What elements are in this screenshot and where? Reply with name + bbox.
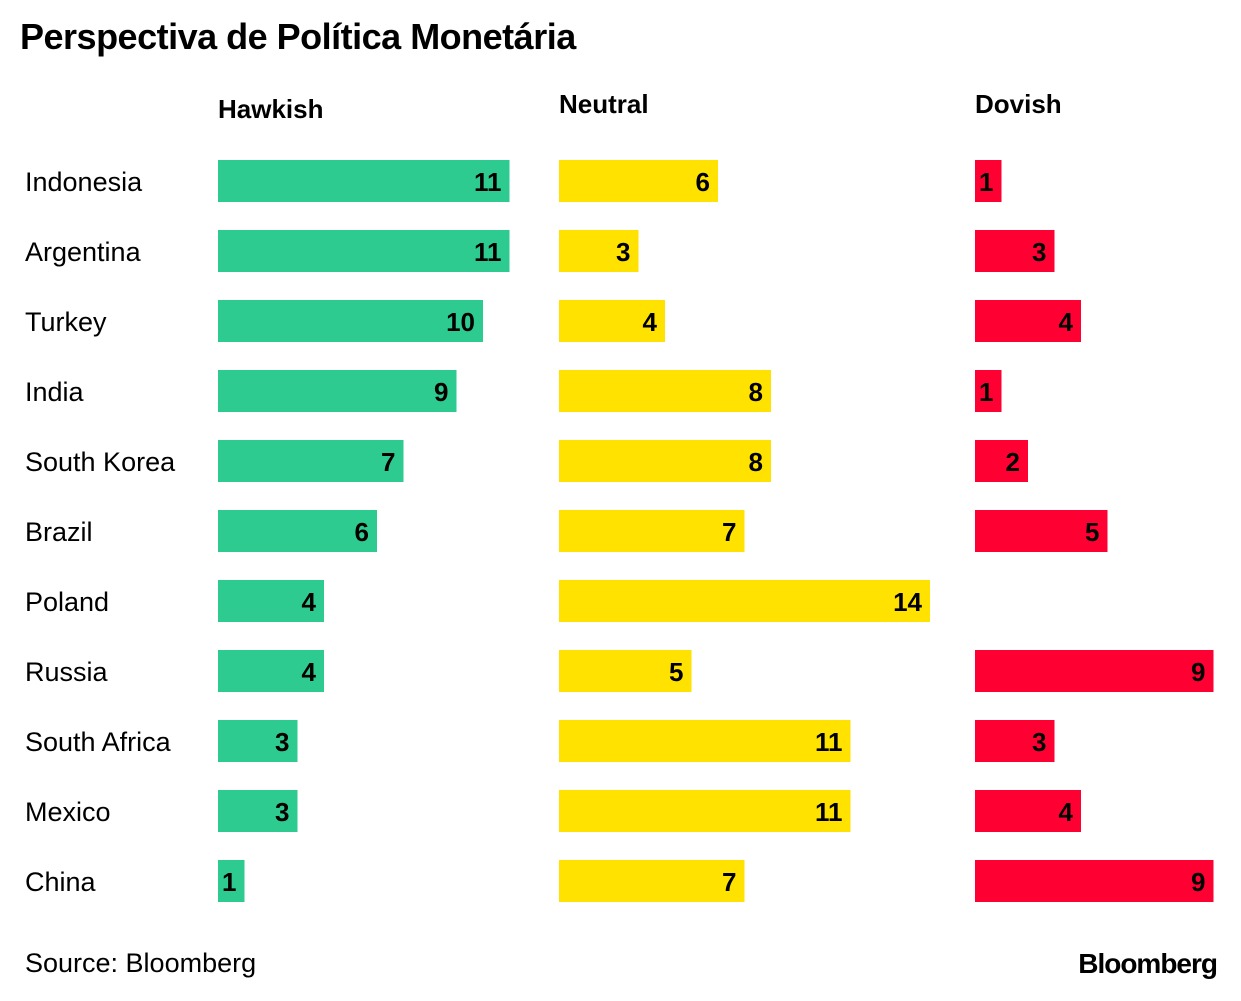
bar-neutral-russia bbox=[559, 650, 692, 692]
category-label-turkey: Turkey bbox=[25, 307, 107, 337]
bar-neutral-south-korea bbox=[559, 440, 771, 482]
data-label-dovish-mexico: 4 bbox=[1059, 797, 1074, 827]
data-label-neutral-poland: 14 bbox=[893, 587, 922, 617]
series-header-dovish: Dovish bbox=[975, 89, 1062, 119]
bar-dovish-argentina bbox=[975, 230, 1055, 272]
bar-hawkish-argentina bbox=[218, 230, 510, 272]
bar-hawkish-turkey bbox=[218, 300, 483, 342]
bar-hawkish-brazil bbox=[218, 510, 377, 552]
bar-dovish-mexico bbox=[975, 790, 1081, 832]
data-label-neutral-argentina: 3 bbox=[616, 237, 630, 267]
data-label-hawkish-turkey: 10 bbox=[446, 307, 475, 337]
data-label-neutral-turkey: 4 bbox=[643, 307, 658, 337]
bar-neutral-mexico bbox=[559, 790, 851, 832]
data-label-hawkish-poland: 4 bbox=[302, 587, 317, 617]
data-label-hawkish-south-korea: 7 bbox=[381, 447, 395, 477]
series-header-hawkish: Hawkish bbox=[218, 94, 324, 124]
data-label-hawkish-argentina: 11 bbox=[474, 237, 502, 267]
data-label-neutral-brazil: 7 bbox=[722, 517, 736, 547]
bar-neutral-argentina bbox=[559, 230, 639, 272]
data-label-hawkish-brazil: 6 bbox=[355, 517, 369, 547]
bar-hawkish-russia bbox=[218, 650, 324, 692]
bar-hawkish-south-africa bbox=[218, 720, 298, 762]
bar-dovish-indonesia bbox=[975, 160, 1002, 202]
data-label-hawkish-mexico: 3 bbox=[275, 797, 289, 827]
bar-dovish-south-korea bbox=[975, 440, 1028, 482]
data-label-neutral-india: 8 bbox=[749, 377, 763, 407]
bar-neutral-south-africa bbox=[559, 720, 851, 762]
bar-dovish-brazil bbox=[975, 510, 1108, 552]
bar-hawkish-poland bbox=[218, 580, 324, 622]
category-label-poland: Poland bbox=[25, 587, 109, 617]
bar-dovish-south-africa bbox=[975, 720, 1055, 762]
data-label-dovish-argentina: 3 bbox=[1032, 237, 1046, 267]
bar-dovish-india bbox=[975, 370, 1002, 412]
category-label-indonesia: Indonesia bbox=[25, 167, 143, 197]
data-label-neutral-russia: 5 bbox=[669, 657, 683, 687]
data-label-dovish-turkey: 4 bbox=[1059, 307, 1074, 337]
data-label-neutral-mexico: 11 bbox=[815, 797, 843, 827]
data-label-dovish-china: 9 bbox=[1191, 867, 1205, 897]
data-label-hawkish-india: 9 bbox=[434, 377, 448, 407]
brand-logo: Bloomberg bbox=[1078, 948, 1218, 979]
category-label-argentina: Argentina bbox=[25, 237, 142, 267]
category-label-russia: Russia bbox=[25, 657, 109, 687]
bar-hawkish-india bbox=[218, 370, 457, 412]
series-header-neutral: Neutral bbox=[559, 89, 649, 119]
bar-hawkish-china bbox=[218, 860, 245, 902]
category-label-south-korea: South Korea bbox=[25, 447, 176, 477]
bar-dovish-china bbox=[975, 860, 1214, 902]
source-note: Source: Bloomberg bbox=[25, 948, 257, 978]
category-label-brazil: Brazil bbox=[25, 517, 93, 547]
category-label-south-africa: South Africa bbox=[25, 727, 172, 757]
chart-title: Perspectiva de Política Monetária bbox=[20, 16, 576, 57]
data-label-hawkish-russia: 4 bbox=[302, 657, 317, 687]
bar-hawkish-south-korea bbox=[218, 440, 404, 482]
category-label-india: India bbox=[25, 377, 85, 407]
category-label-china: China bbox=[25, 867, 97, 897]
bar-dovish-turkey bbox=[975, 300, 1081, 342]
data-label-dovish-brazil: 5 bbox=[1085, 517, 1099, 547]
bar-neutral-indonesia bbox=[559, 160, 718, 202]
data-label-hawkish-south-africa: 3 bbox=[275, 727, 289, 757]
data-label-dovish-south-africa: 3 bbox=[1032, 727, 1046, 757]
bar-hawkish-indonesia bbox=[218, 160, 510, 202]
data-label-dovish-indonesia: 1 bbox=[979, 167, 993, 197]
bar-neutral-poland bbox=[559, 580, 930, 622]
data-label-neutral-south-africa: 11 bbox=[815, 727, 843, 757]
bar-neutral-china bbox=[559, 860, 745, 902]
bar-neutral-brazil bbox=[559, 510, 745, 552]
category-label-mexico: Mexico bbox=[25, 797, 111, 827]
data-label-neutral-south-korea: 8 bbox=[749, 447, 763, 477]
data-label-neutral-indonesia: 6 bbox=[696, 167, 710, 197]
data-label-neutral-china: 7 bbox=[722, 867, 736, 897]
data-label-dovish-russia: 9 bbox=[1191, 657, 1205, 687]
data-label-hawkish-indonesia: 11 bbox=[474, 167, 502, 197]
bar-neutral-india bbox=[559, 370, 771, 412]
data-label-dovish-south-korea: 2 bbox=[1006, 447, 1020, 477]
data-label-dovish-india: 1 bbox=[979, 377, 993, 407]
bar-neutral-turkey bbox=[559, 300, 665, 342]
data-label-hawkish-china: 1 bbox=[222, 867, 236, 897]
bar-dovish-russia bbox=[975, 650, 1214, 692]
bar-hawkish-mexico bbox=[218, 790, 298, 832]
